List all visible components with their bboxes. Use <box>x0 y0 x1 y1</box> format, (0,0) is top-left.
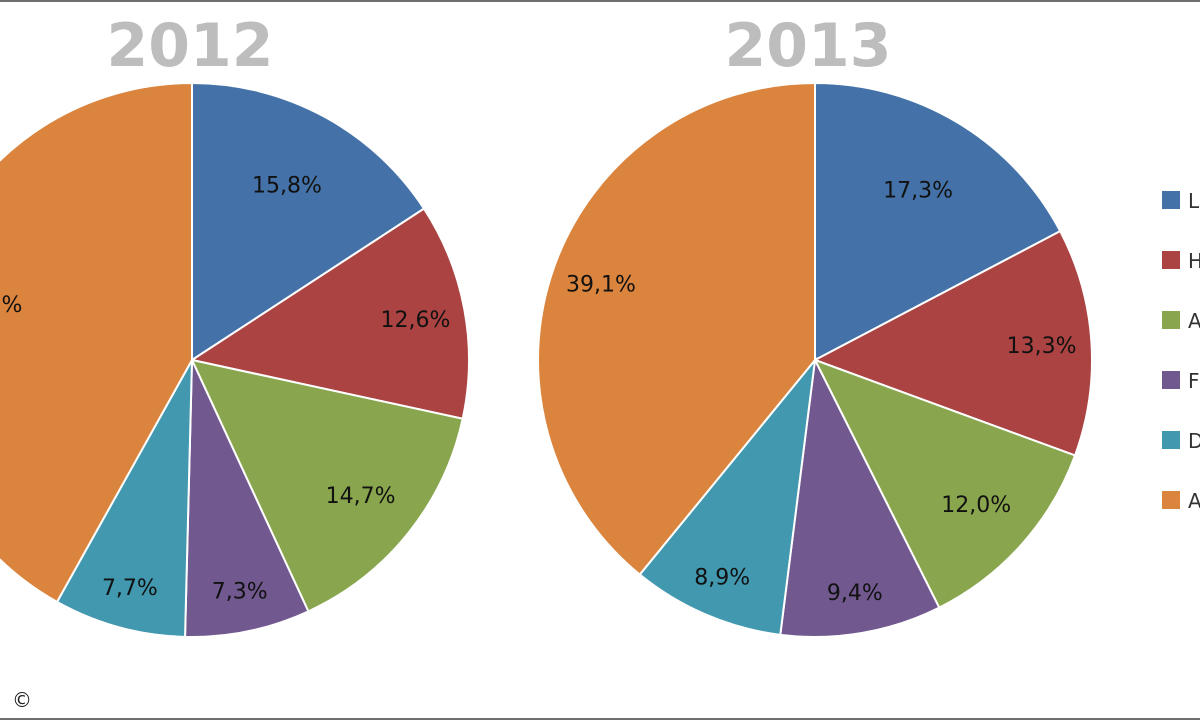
pie-2013-slice-label-4: 8,9% <box>694 565 750 590</box>
legend-label-4: D <box>1188 429 1200 453</box>
pie-2012-slice-0 <box>191 81 426 362</box>
pie-2013-slice-4 <box>638 356 817 636</box>
legend-swatch-3 <box>1162 371 1180 389</box>
pie-2012-slice-label-4: 7,7% <box>102 576 158 601</box>
pie-2012-slice-3 <box>184 359 310 638</box>
legend-swatch-2 <box>1162 311 1180 329</box>
legend-label-3: F <box>1188 369 1200 393</box>
pie-2012-slice-2 <box>190 358 464 613</box>
pie-title-2013: 2013 <box>725 11 892 81</box>
legend: L H A F D A <box>1162 189 1200 513</box>
legend-label-5: A <box>1188 489 1200 513</box>
pie-2012-slice-label-2: 14,7% <box>326 484 396 509</box>
legend-swatch-4 <box>1162 431 1180 449</box>
pie-2012-slice-label-1: 12,6% <box>380 308 450 333</box>
pie-2013-slice-2 <box>812 358 1077 609</box>
pie-2013-slice-label-2: 12,0% <box>941 493 1011 518</box>
legend-label-0: L <box>1188 189 1200 213</box>
pie-title-2012: 2012 <box>107 11 274 81</box>
copyright-mark: © <box>12 688 32 712</box>
pie-2012-slice-1 <box>189 207 470 420</box>
pie-2013-slice-5 <box>536 81 816 576</box>
pie-2012-cut-label: % <box>2 293 23 318</box>
pie-2012-slice-label-0: 15,8% <box>252 174 322 199</box>
pie-2013-slice-label-0: 17,3% <box>883 178 953 203</box>
legend-swatch-1 <box>1162 251 1180 269</box>
pie-2012-slice-4 <box>55 359 193 638</box>
pie-2013-slice-0 <box>814 81 1062 362</box>
pie-2013-slice-1 <box>812 229 1093 457</box>
pie-2012: 15,8% 12,6% 14,7% 7,3% 7,7%% 2012 <box>0 11 470 638</box>
legend-label-2: A <box>1188 309 1200 333</box>
legend-label-1: H <box>1188 249 1200 273</box>
legend-swatch-0 <box>1162 191 1180 209</box>
pie-2013-slice-3 <box>779 356 941 638</box>
pie-2013-slice-label-5: 39,1% <box>566 273 636 298</box>
pie-2012-slice-5 <box>0 81 193 604</box>
pie-2013-slice-label-3: 9,4% <box>827 581 883 606</box>
legend-swatch-5 <box>1162 491 1180 509</box>
pie-2013-slice-label-1: 13,3% <box>1007 334 1077 359</box>
pie-2012-slice-label-3: 7,3% <box>212 580 268 605</box>
pie-2013: 17,3% 13,3% 12,0% 9,4% 8,9% 39,1% 2013 <box>536 11 1093 638</box>
